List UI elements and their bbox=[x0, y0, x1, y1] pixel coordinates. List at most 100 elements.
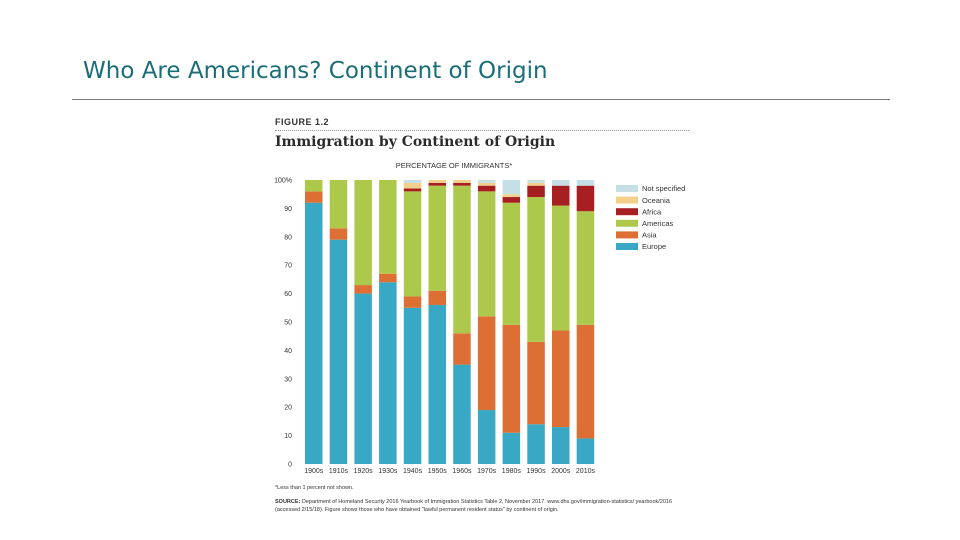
bar-segment-oceania-1970s bbox=[477, 182, 496, 186]
slide-title: Who Are Americans? Continent of Origin bbox=[83, 58, 548, 84]
bar-segment-not-specified-2000s bbox=[552, 180, 570, 186]
figure-dotted-rule bbox=[275, 130, 689, 131]
legend-label-europe: Europe bbox=[642, 242, 666, 251]
legend-swatch-americas bbox=[616, 219, 638, 227]
bar-segment-americas-2000s bbox=[552, 205, 570, 331]
y-tick-label: 0 bbox=[288, 462, 292, 469]
y-tick-label: 90 bbox=[284, 206, 292, 213]
x-tick-label: 1920s bbox=[354, 468, 374, 475]
legend-label-oceania: Oceania bbox=[642, 196, 671, 205]
bar-segment-europe-2010s bbox=[576, 438, 595, 464]
bar-segment-oceania-1980s bbox=[502, 194, 521, 198]
figure: FIGURE 1.2 Immigration by Continent of O… bbox=[260, 110, 700, 520]
bar-segment-asia-1960s bbox=[453, 333, 471, 365]
bar-segment-europe-1940s bbox=[403, 307, 422, 464]
bar-segment-europe-1950s bbox=[428, 304, 446, 464]
bar-segment-europe-1990s bbox=[527, 424, 545, 464]
bar-segment-oceania-1940s bbox=[403, 182, 422, 189]
x-tick-label: 1950s bbox=[428, 468, 448, 475]
bar-segment-asia-1950s bbox=[428, 290, 446, 305]
bar-segment-africa-1990s bbox=[527, 185, 545, 198]
legend-label-asia: Asia bbox=[642, 231, 657, 240]
x-tick-label: 1970s bbox=[477, 468, 497, 475]
x-tick-label: 2010s bbox=[576, 468, 596, 475]
legend-swatch-africa bbox=[616, 208, 638, 216]
bar-segment-europe-2000s bbox=[552, 427, 570, 464]
bars bbox=[305, 180, 595, 464]
stacked-bar-chart: PERCENTAGE OF IMMIGRANTS* 0 10 20 30 40 50 60 7… bbox=[274, 161, 685, 475]
bar-segment-europe-1980s bbox=[502, 432, 521, 464]
bar-segment-americas-1940s bbox=[403, 191, 422, 297]
y-tick-label: 10 bbox=[284, 433, 292, 440]
title-divider bbox=[72, 99, 890, 100]
y-tick-label: 80 bbox=[284, 234, 292, 241]
bar-segment-europe-1930s bbox=[379, 282, 397, 464]
bar-segment-africa-1960s bbox=[453, 182, 471, 186]
bar-segment-americas-1970s bbox=[477, 191, 496, 317]
legend-label-americas: Americas bbox=[642, 219, 674, 228]
bar-segment-not-specified-1940s bbox=[403, 180, 422, 183]
bar-segment-not-specified-2010s bbox=[576, 180, 595, 186]
y-tick-label: 70 bbox=[284, 263, 292, 270]
legend-swatch-oceania bbox=[616, 196, 638, 204]
bar-segment-asia-1900s bbox=[305, 191, 323, 203]
bar-segment-europe-1920s bbox=[354, 293, 372, 464]
bar-segment-asia-1920s bbox=[354, 285, 372, 294]
source-text: Department of Homeland Security 2016 Yea… bbox=[275, 499, 673, 513]
bar-segment-africa-1970s bbox=[477, 185, 496, 192]
bar-segment-europe-1900s bbox=[305, 202, 323, 464]
legend-label-africa: Africa bbox=[642, 207, 662, 216]
bar-segment-asia-1940s bbox=[403, 296, 422, 308]
figure-title: Immigration by Continent of Origin bbox=[275, 134, 556, 150]
bar-segment-europe-1910s bbox=[329, 239, 348, 464]
x-tick-label: 1940s bbox=[403, 468, 423, 475]
bar-segment-africa-1980s bbox=[502, 197, 521, 203]
bar-segment-asia-1910s bbox=[329, 228, 348, 240]
bar-segment-oceania-1960s bbox=[453, 180, 471, 183]
figure-source: SOURCE: Department of Homeland Security … bbox=[275, 498, 685, 514]
y-tick-label: 20 bbox=[284, 405, 292, 412]
bar-segment-americas-1900s bbox=[305, 180, 323, 192]
bar-segment-africa-1950s bbox=[428, 182, 446, 186]
bar-segment-europe-1960s bbox=[453, 364, 471, 464]
legend-swatch-europe bbox=[616, 243, 638, 250]
bar-segment-americas-1980s bbox=[502, 202, 521, 325]
bar-segment-americas-1920s bbox=[354, 180, 372, 286]
x-tick-label: 1930s bbox=[378, 468, 398, 475]
bar-segment-oceania-1950s bbox=[428, 180, 446, 183]
y-tick-label: 60 bbox=[284, 291, 292, 298]
bar-segment-africa-2010s bbox=[576, 185, 595, 212]
bar-segment-americas-1990s bbox=[527, 197, 545, 342]
bar-segment-not-specified-1980s bbox=[502, 180, 521, 195]
chart-subtitle: PERCENTAGE OF IMMIGRANTS* bbox=[396, 161, 513, 170]
bar-segment-africa-2000s bbox=[552, 185, 570, 206]
x-tick-label: 1990s bbox=[527, 468, 547, 475]
bar-segment-asia-2010s bbox=[576, 324, 595, 439]
source-label: SOURCE: bbox=[275, 499, 301, 505]
y-axis: 0 10 20 30 40 50 60 70 80 90 100% bbox=[274, 178, 292, 469]
legend: Not specified Oceania Africa Americas Asia Eu… bbox=[616, 184, 685, 251]
y-tick-label: 50 bbox=[284, 320, 292, 327]
bar-segment-asia-1990s bbox=[527, 341, 545, 425]
bar-segment-asia-2000s bbox=[552, 330, 570, 428]
x-tick-label: 1910s bbox=[329, 468, 349, 475]
bar-segment-americas-2010s bbox=[576, 211, 595, 325]
figure-footnote: *Less than 1 percent not shown. bbox=[275, 485, 354, 491]
x-tick-label: 1960s bbox=[452, 468, 472, 475]
bar-segment-americas-1910s bbox=[329, 180, 348, 229]
x-axis: 1900s 1910s 1920s 1930s 1940s 1950s 1960s 1970s… bbox=[304, 468, 595, 475]
legend-swatch-not-specified bbox=[616, 185, 638, 192]
bar-segment-asia-1970s bbox=[477, 316, 496, 411]
bar-segment-asia-1930s bbox=[379, 273, 397, 283]
y-tick-label: 30 bbox=[284, 376, 292, 383]
bar-segment-oceania-1990s bbox=[527, 182, 545, 186]
y-tick-label: 40 bbox=[284, 348, 292, 355]
x-tick-label: 1980s bbox=[502, 468, 522, 475]
x-tick-label: 2000s bbox=[551, 468, 571, 475]
figure-label: FIGURE 1.2 bbox=[275, 117, 330, 127]
bar-segment-asia-1980s bbox=[502, 324, 521, 433]
y-tick-label: 100% bbox=[274, 178, 292, 185]
x-tick-label: 1900s bbox=[304, 468, 324, 475]
bar-segment-americas-1930s bbox=[379, 180, 397, 274]
legend-swatch-asia bbox=[616, 231, 638, 239]
